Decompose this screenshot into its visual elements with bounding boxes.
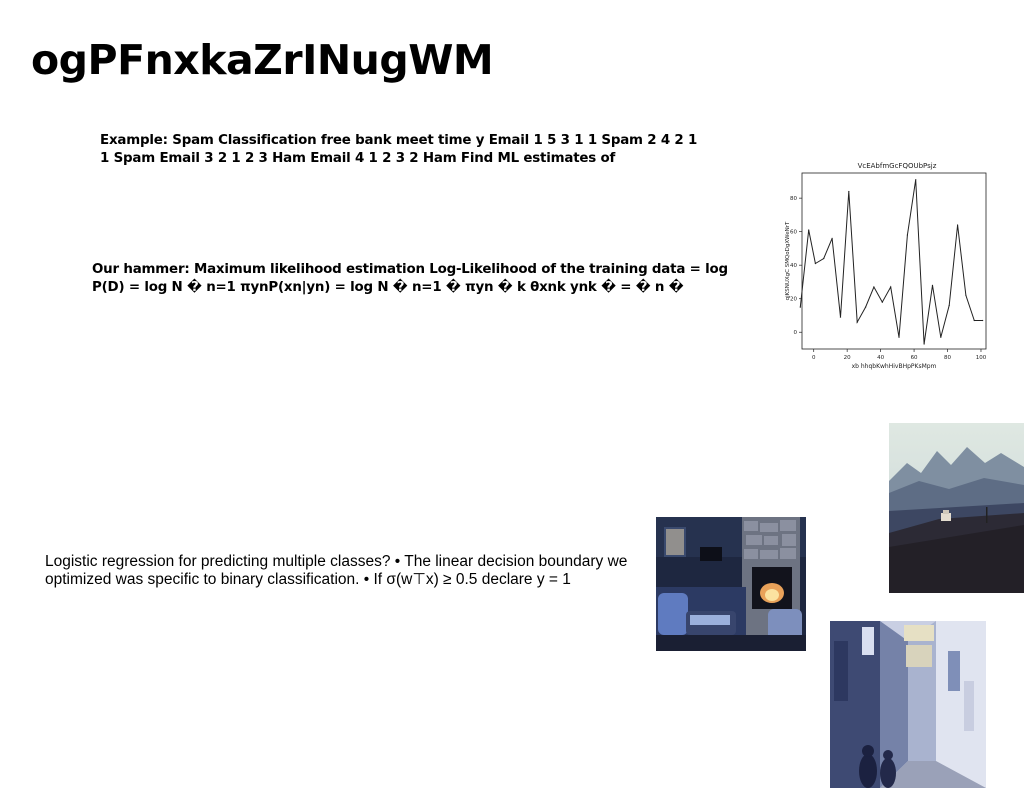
y-tick-label: 40 bbox=[790, 263, 797, 269]
data-point bbox=[864, 306, 867, 308]
spam-example-text: Example: Spam Classification free bank m… bbox=[100, 133, 698, 166]
data-point bbox=[890, 286, 892, 288]
data-point bbox=[948, 304, 950, 307]
y-tick-label: 20 bbox=[790, 297, 797, 303]
desert-road-photo bbox=[889, 423, 1024, 593]
data-point bbox=[831, 237, 833, 239]
data-point bbox=[823, 257, 825, 260]
y-tick-label: 0 bbox=[794, 330, 798, 336]
data-point bbox=[915, 179, 917, 181]
plot-frame bbox=[801, 172, 987, 350]
x-axis-label: xb hhqbKwhHivBHpPKsMpm bbox=[852, 363, 937, 370]
chart-title: VcEAbfmGcFQOUbPsjz bbox=[858, 162, 937, 170]
data-point bbox=[956, 224, 959, 226]
data-point bbox=[940, 336, 942, 338]
x-tick-label: 100 bbox=[976, 355, 987, 361]
data-point bbox=[965, 294, 967, 296]
hammer-text: Our hammer: Maximum likelihood estimatio… bbox=[92, 262, 728, 295]
data-series-points bbox=[799, 179, 984, 345]
line-chart: VcEAbfmGcFQOUbPsjz 0 20 40 60 80 100 0 20 40 60 8… bbox=[783, 158, 993, 373]
y-tick-label: 80 bbox=[790, 196, 797, 202]
x-tick-label: 80 bbox=[944, 355, 951, 361]
data-point bbox=[814, 262, 816, 265]
x-tick-label: 60 bbox=[911, 355, 918, 361]
street-photo bbox=[830, 621, 986, 788]
data-point bbox=[848, 190, 850, 193]
x-tick-label: 20 bbox=[844, 355, 851, 361]
x-axis-ticks: 0 20 40 60 80 100 bbox=[812, 349, 987, 361]
y-tick-label: 60 bbox=[790, 230, 797, 236]
y-axis-ticks: 0 20 40 60 80 bbox=[790, 196, 802, 336]
data-point bbox=[982, 319, 984, 322]
line-chart-svg: VcEAbfmGcFQOUbPsjz 0 20 40 60 80 100 0 20 40 60 8… bbox=[785, 162, 987, 370]
data-point bbox=[839, 316, 842, 318]
living-room-photo bbox=[656, 517, 806, 651]
logistic-regression-text: Logistic regression for predicting multi… bbox=[45, 553, 628, 588]
y-axis-label: qjKSNUXgC SMQoDgXWeNrT bbox=[785, 221, 791, 300]
data-point bbox=[799, 306, 801, 308]
data-series-line bbox=[799, 179, 983, 345]
data-point bbox=[931, 284, 934, 286]
data-point bbox=[898, 336, 900, 338]
x-tick-label: 0 bbox=[812, 355, 816, 361]
data-point bbox=[856, 321, 858, 323]
data-point bbox=[973, 319, 975, 322]
data-point bbox=[881, 301, 883, 303]
data-point bbox=[923, 343, 925, 345]
data-point bbox=[808, 229, 810, 231]
slide-title: ogPFnxkaZrINugWM bbox=[31, 36, 494, 84]
data-point bbox=[906, 234, 908, 236]
x-tick-label: 40 bbox=[877, 355, 884, 361]
data-point bbox=[873, 286, 875, 288]
